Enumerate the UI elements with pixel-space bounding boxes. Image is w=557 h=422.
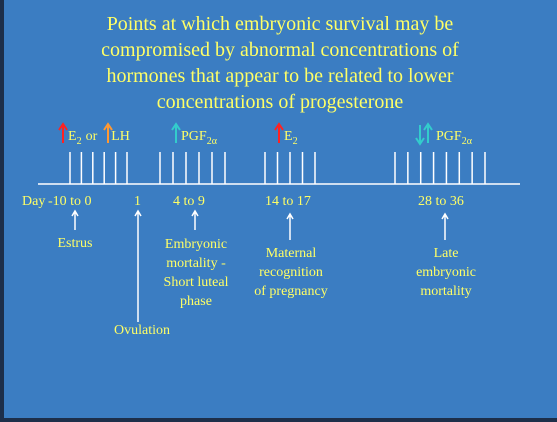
range-label: -10 to 0 <box>48 194 92 209</box>
hormone-name: E <box>284 129 293 144</box>
range-label: 28 to 36 <box>418 194 464 209</box>
hormone-sub: 2α <box>462 136 473 147</box>
event-label: Estrus <box>58 236 93 251</box>
event-label: Short luteal <box>164 275 229 290</box>
event-label: phase <box>180 294 212 309</box>
hormone: E2 or LH <box>68 129 130 147</box>
event-label: Late <box>434 246 459 261</box>
hormone-name: PGF <box>181 129 207 144</box>
arrows <box>58 122 433 146</box>
event-label: Ovulation <box>114 323 170 338</box>
day-label: Day <box>22 194 45 209</box>
hormone: PGF2α <box>181 129 218 147</box>
event-arrows <box>71 209 449 322</box>
hormone-sub: 2 <box>77 136 82 147</box>
hormone: PGF2α <box>436 129 473 147</box>
title-line: hormones that appear to be related to lo… <box>106 65 453 87</box>
event-label: of pregnancy <box>254 284 327 299</box>
hormone-sub: 2 <box>293 136 298 147</box>
event-label: Maternal <box>266 246 317 261</box>
event-label: mortality - <box>166 256 226 271</box>
left-edge <box>0 0 4 422</box>
event-label: recognition <box>259 265 323 280</box>
hormone-sub: 2α <box>207 136 218 147</box>
hormone-name: E <box>68 129 77 144</box>
event-label: Embryonic <box>165 237 227 252</box>
range-label: 14 to 17 <box>265 194 311 209</box>
title-line: concentrations of progesterone <box>157 91 404 113</box>
title-line: compromised by abnormal concentrations o… <box>101 39 459 61</box>
bottom-edge <box>0 418 557 422</box>
hormone-extra: or <box>86 129 98 144</box>
hormone-name: LH <box>111 129 130 144</box>
event-label: mortality <box>420 284 471 299</box>
range-label: 4 to 9 <box>173 194 205 209</box>
title-line: Points at which embryonic survival may b… <box>107 13 454 35</box>
range-label: 1 <box>134 194 141 209</box>
hormone-name: PGF <box>436 129 462 144</box>
timeline-ticks <box>38 152 520 185</box>
event-label: embryonic <box>416 265 476 280</box>
hormone: E2 <box>284 129 298 147</box>
